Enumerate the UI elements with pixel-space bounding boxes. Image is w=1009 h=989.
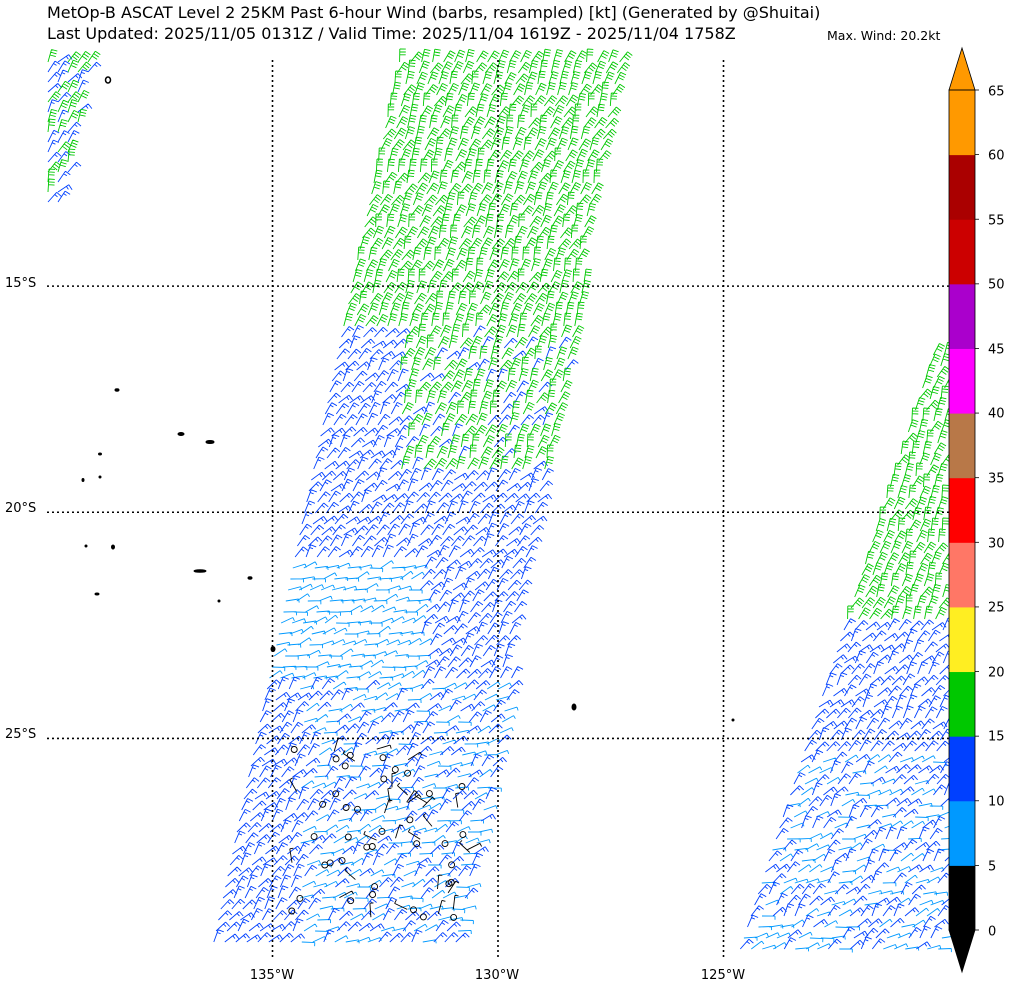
colorbar-segment: [949, 477, 975, 543]
colorbar-segment: [949, 348, 975, 414]
map-subtitle: Last Updated: 2025/11/05 0131Z / Valid T…: [47, 24, 736, 43]
green-barbs: [47, 48, 957, 620]
lat-label-25s: 25°S: [5, 727, 37, 742]
colorbar-extend-max: [948, 46, 976, 91]
colorbar-label: 20: [988, 665, 1005, 681]
island: [111, 544, 115, 550]
blue-barbs: [269, 560, 959, 953]
island: [98, 452, 102, 456]
island: [81, 478, 85, 482]
colorbar-frame: [948, 89, 976, 931]
colorbar-segment: [949, 800, 975, 866]
colorbar-label: 30: [988, 536, 1005, 552]
island: [571, 703, 577, 711]
islands-layer: [81, 76, 735, 722]
colorbar-label: 55: [988, 213, 1005, 229]
colorbar-label: 35: [988, 471, 1005, 487]
island: [247, 576, 253, 580]
colorbar-segment: [949, 90, 975, 156]
colorbar-segment: [949, 219, 975, 285]
colorbar-label: 40: [988, 406, 1005, 422]
colorbar-label: 25: [988, 600, 1005, 616]
colorbar-extend-min: [948, 929, 976, 974]
wind-barbs-layer: [47, 48, 959, 953]
island: [205, 440, 215, 444]
lon-label-125w: 125°W: [700, 968, 746, 983]
colorbar-label: 65: [988, 84, 1005, 100]
island: [84, 544, 88, 548]
colorbar-segment: [949, 154, 975, 220]
graticule: [47, 60, 949, 960]
colorbar-label: 15: [988, 729, 1005, 745]
colorbar-label: 60: [988, 148, 1005, 164]
colorbar-segment: [949, 671, 975, 737]
max-wind-label: Max. Wind: 20.2kt: [827, 28, 941, 43]
darkblue-barbs: [47, 54, 959, 950]
colorbar-label: 50: [988, 277, 1005, 293]
colorbar-label: 5: [988, 859, 997, 875]
calm-barbs: [288, 737, 483, 921]
island: [98, 475, 102, 479]
island: [217, 599, 221, 603]
colorbar: [948, 46, 979, 974]
map-title: MetOp-B ASCAT Level 2 25KM Past 6-hour W…: [47, 3, 821, 22]
colorbar-segment: [949, 542, 975, 608]
island: [193, 569, 207, 573]
colorbar-segment: [949, 736, 975, 802]
colorbar-label: 0: [988, 924, 997, 940]
colorbar-segment: [949, 606, 975, 673]
colorbar-segment: [949, 413, 975, 479]
island: [731, 718, 735, 722]
island: [177, 432, 185, 436]
island: [114, 388, 120, 392]
colorbar-segment: [949, 865, 975, 931]
colorbar-segment: [949, 283, 975, 349]
colorbar-label: 45: [988, 342, 1005, 358]
lat-label-20s: 20°S: [5, 501, 37, 516]
island: [104, 76, 112, 84]
lon-label-135w: 135°W: [249, 968, 295, 983]
island: [94, 592, 100, 596]
lon-label-130w: 130°W: [474, 968, 520, 983]
lat-label-15s: 15°S: [5, 276, 37, 291]
colorbar-label: 10: [988, 794, 1005, 810]
